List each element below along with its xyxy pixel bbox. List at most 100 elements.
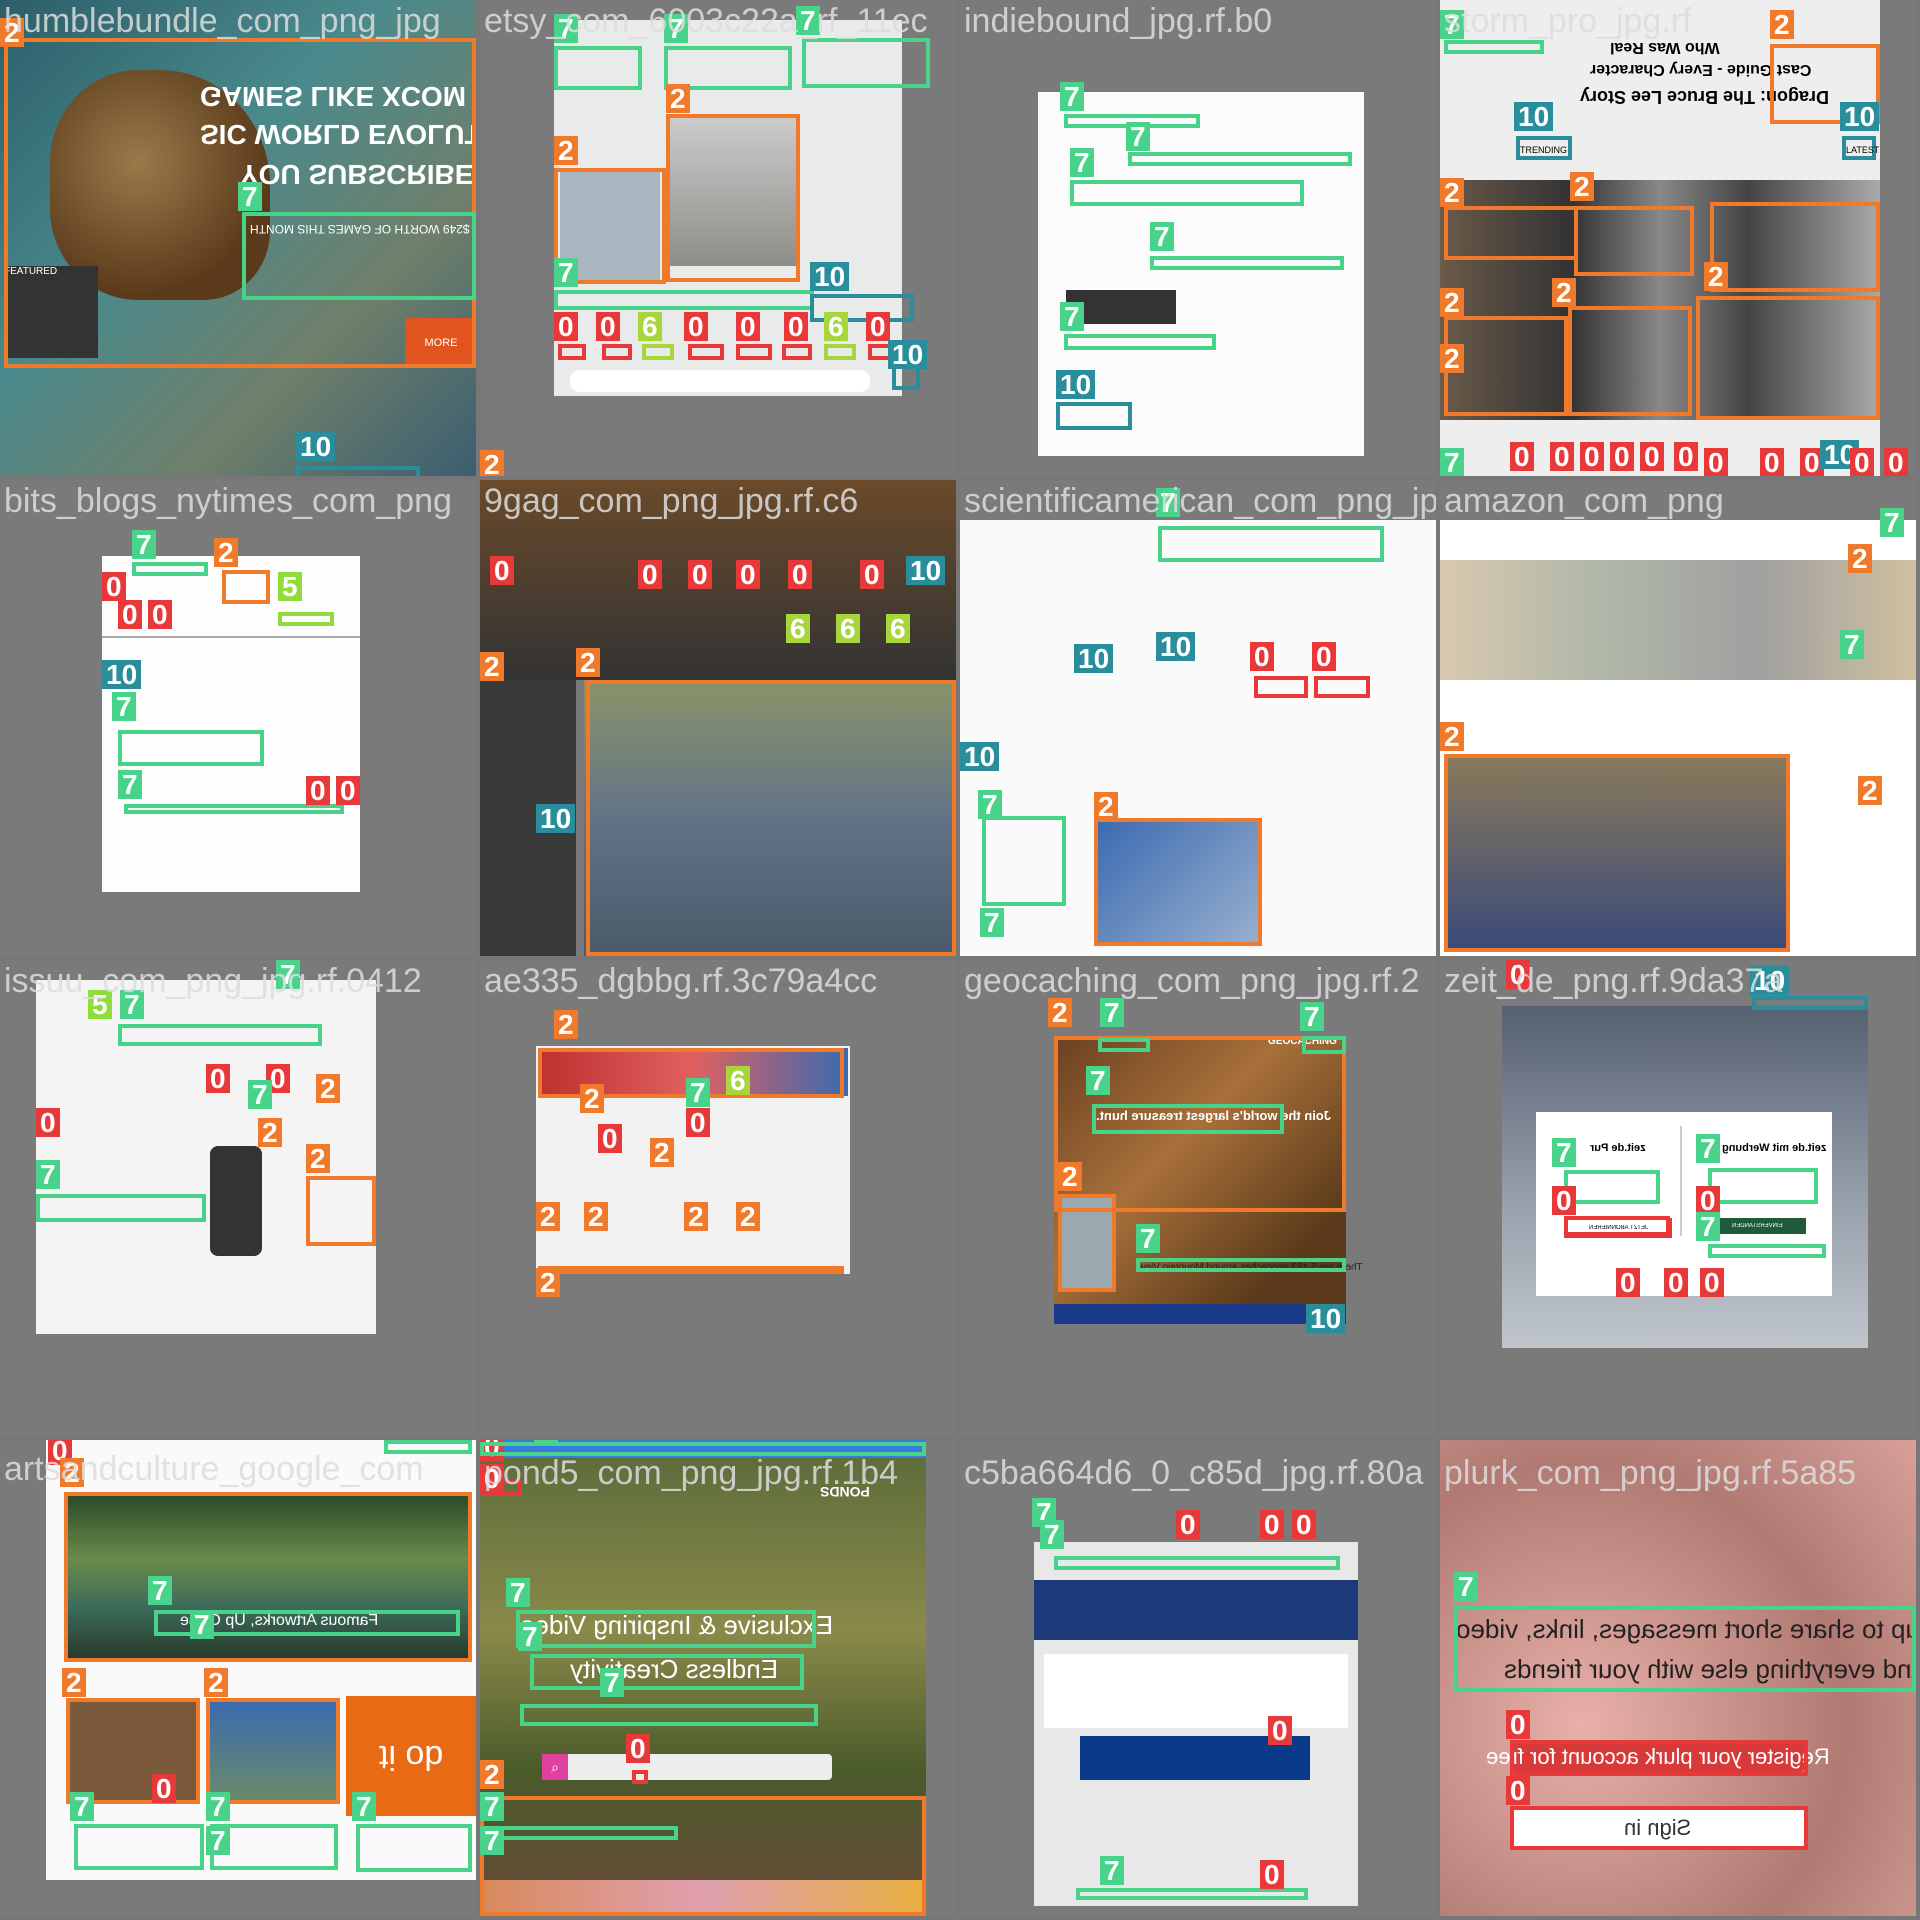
bbox-label: 7 (554, 258, 578, 287)
bbox-label: 0 (306, 776, 330, 805)
bbox-label: 0 (638, 560, 662, 589)
bbox-label: 7 (1060, 82, 1084, 111)
bbox-label: 0 (1552, 1186, 1576, 1215)
bbox-7 (1054, 1556, 1340, 1570)
bbox-0 (1564, 1216, 1670, 1236)
bbox-label: 2 (554, 1010, 578, 1039)
bbox-7 (242, 212, 476, 300)
bbox-10 (296, 466, 420, 476)
bbox-label: 0 (1850, 448, 1874, 476)
bbox-7 (1150, 256, 1344, 270)
tile-12: do it Famous Artworks, Up Close 0 10 0 0… (0, 1440, 476, 1916)
bbox-label: 2 (214, 538, 238, 567)
bbox-label: 2 (536, 1202, 560, 1231)
bbox-label: 7 (1070, 148, 1094, 177)
bbox-label: 0 (1176, 1510, 1200, 1539)
bbox-label: 0 (1506, 1710, 1530, 1739)
river-photo (584, 680, 956, 956)
bbox-label: 2 (584, 1202, 608, 1231)
bbox-label: 2 (316, 1074, 340, 1103)
tile-11: zeit.de Pur zeit.de mit Werbung JETZT AB… (1440, 960, 1916, 1436)
tile-filename: artsandculture_google_com (4, 1450, 424, 1488)
bbox-label: 7 (276, 960, 300, 989)
bbox-label: 0 (1800, 448, 1824, 476)
tile-15: up to share short messages, links, video… (1440, 1440, 1916, 1916)
bbox-7 (74, 1824, 204, 1870)
bbox-7 (154, 1610, 460, 1636)
tile-10: Join the world's largest treasure hunt. … (960, 960, 1436, 1436)
bbox-7 (1708, 1244, 1826, 1258)
bbox-label: 2 (1440, 178, 1464, 207)
bbox-label: 5 (88, 990, 112, 1019)
register-button[interactable]: Register your plurk account for free (1486, 1742, 1830, 1772)
bbox-label: 2 (536, 1268, 560, 1297)
bbox-label: 7 (238, 182, 262, 211)
bbox-label: 0 (1580, 442, 1604, 471)
tab-latest[interactable]: LATEST (1846, 145, 1880, 155)
bbox-label: 0 (206, 1064, 230, 1093)
bbox-label: 2 (576, 648, 600, 677)
bbox-label: 0 (1550, 442, 1574, 471)
dark-button[interactable] (1066, 290, 1176, 324)
bbox-6 (824, 344, 856, 360)
tile-filename: pond5_com_png_jpg.rf.1b4 (484, 1454, 898, 1492)
bbox-label: 2 (60, 1458, 84, 1487)
einverstanden-button[interactable]: EINVERSTANDEN (1708, 1218, 1806, 1234)
tile-filename: indiebound_jpg.rf.b0 (964, 2, 1273, 40)
bbox-0 (558, 344, 586, 360)
bbox-label: 0 (152, 1774, 176, 1803)
bbox-7 (530, 1654, 804, 1690)
bbox-2 (1444, 206, 1578, 260)
bbox-label: 0 (788, 560, 812, 589)
bbox-7 (1070, 180, 1304, 206)
tile-filename: scientificamerican_com_png_jpg.rf.25 (964, 482, 1436, 520)
bbox-label: 7 (1060, 302, 1084, 331)
bbox-2 (1058, 1194, 1116, 1292)
bbox-label: 7 (480, 1792, 504, 1821)
bbox-0 (1510, 1806, 1808, 1850)
more-button[interactable]: MORE (405, 318, 476, 368)
bbox-7 (982, 816, 1066, 906)
tile-14: 7 7 0 0 0 0 7 0 c5ba664d6_0_c85d_jpg.rf.… (960, 1440, 1436, 1916)
bbox-2 (538, 1266, 844, 1274)
bbox-label: 7 (686, 1078, 710, 1107)
search-icon[interactable]: ⌕ (542, 1754, 568, 1780)
bbox-label: 10 (1074, 644, 1114, 673)
bbox-label: 2 (1048, 998, 1072, 1027)
bbox-2 (222, 570, 270, 604)
bbox-label: 0 (1292, 1510, 1316, 1539)
bbox-label: 7 (554, 14, 578, 43)
bbox-label: 0 (686, 1108, 710, 1137)
bbox-label: 2 (684, 1202, 708, 1231)
bbox-label: 0 (596, 312, 620, 341)
bbox-label: 2 (480, 450, 504, 476)
bbox-7 (384, 1440, 472, 1454)
bbox-label: 0 (1260, 1860, 1284, 1889)
bbox-7 (520, 1704, 818, 1726)
etsy-image-2 (670, 116, 800, 266)
bbox-label: 7 (352, 1792, 376, 1821)
tile-2: 7 7 7 7 7 10 indiebound_jpg.rf.b0 (960, 0, 1436, 476)
bbox-2 (666, 114, 800, 282)
bbox-7 (1564, 1170, 1660, 1204)
bbox-label: 2 (580, 1084, 604, 1113)
bbox-7 (1092, 1104, 1284, 1134)
search-field[interactable] (542, 1754, 832, 1780)
bbox-label: 7 (978, 790, 1002, 819)
bbox-label: 7 (118, 770, 142, 799)
bbox-label: 0 (480, 1464, 504, 1493)
bbox-label: 10 (1156, 632, 1196, 661)
bbox-6 (642, 344, 674, 360)
bbox-7 (1158, 526, 1384, 562)
bbox-10: LATEST (1842, 136, 1880, 160)
bbox-label: 0 (1704, 448, 1728, 476)
do-it-card-label: do it (378, 1737, 444, 1776)
bbox-2 (1054, 1036, 1346, 1212)
bbox-label: 0 (1506, 960, 1530, 989)
bbox-7 (554, 46, 642, 90)
bbox-0 (632, 1770, 648, 1784)
sign-in-button[interactable]: Sign in (1512, 1808, 1804, 1848)
bbox-label: 10 (102, 660, 142, 689)
etsy-search-bar[interactable] (570, 370, 870, 392)
tab-trending[interactable]: TRENDING (1520, 145, 1567, 155)
